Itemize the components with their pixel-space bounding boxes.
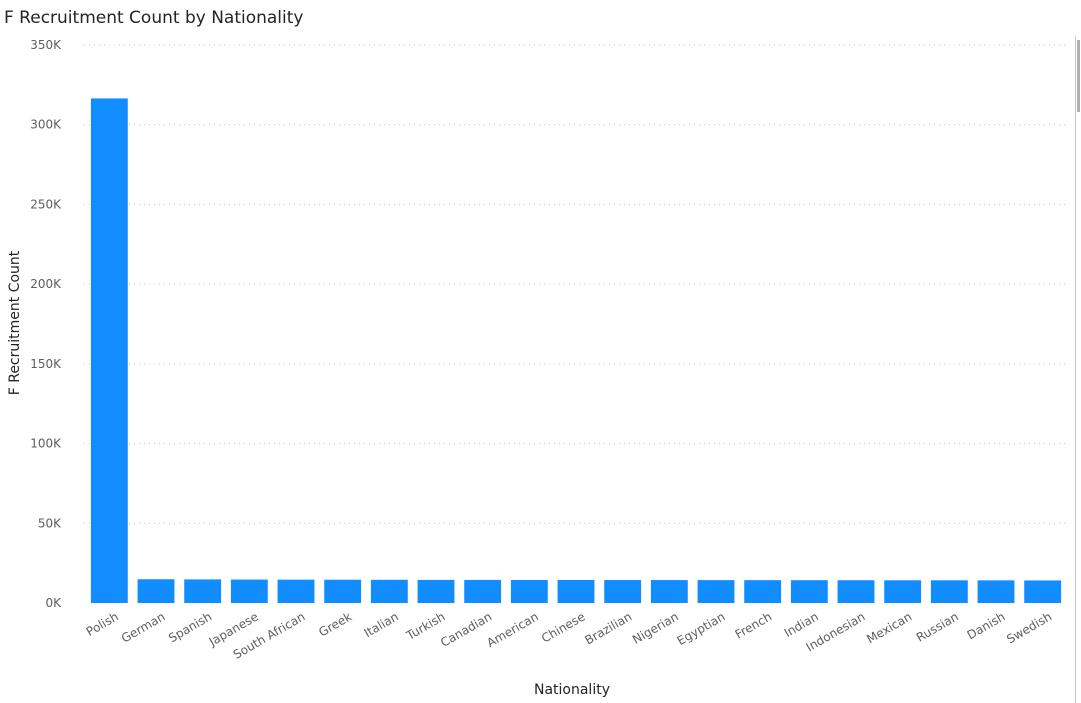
bar-canadian[interactable] [464, 579, 502, 603]
x-axis-title: Nationality [534, 682, 610, 698]
y-tick-label: 300K [30, 118, 62, 132]
x-tick-label: Swedish [1004, 609, 1054, 646]
bar-egyptian[interactable] [697, 580, 735, 603]
scrollbar-divider [1075, 36, 1076, 703]
bar-danish[interactable] [977, 580, 1015, 603]
bars [90, 98, 1062, 603]
x-tick-label: Mexican [864, 609, 914, 646]
scrollbar-thumb[interactable] [1077, 40, 1080, 112]
bar-brazilian[interactable] [604, 580, 642, 603]
x-tick-label: Chinese [539, 609, 588, 645]
x-tick-label: French [733, 609, 775, 641]
bar-japanese[interactable] [230, 579, 268, 603]
bar-swedish[interactable] [1024, 580, 1062, 603]
bar-chinese[interactable] [557, 580, 595, 603]
bar-indian[interactable] [790, 580, 828, 603]
x-tick-label: German [119, 609, 168, 645]
x-tick-label: American [484, 609, 540, 650]
x-tick-label: Russian [914, 609, 961, 644]
x-tick-label: Danish [965, 609, 1008, 642]
y-axis-ticks: 0K 50K 100K 150K 200K 250K 300K 350K [30, 38, 62, 610]
grid-lines [84, 44, 1068, 524]
bar-german[interactable] [137, 579, 175, 603]
y-tick-label: 100K [30, 437, 62, 451]
x-tick-label: Spanish [166, 609, 214, 645]
bar-mexican[interactable] [884, 580, 922, 603]
y-tick-label: 350K [30, 38, 62, 52]
y-axis-title: F Recruitment Count [7, 250, 23, 395]
bar-russian[interactable] [930, 580, 968, 603]
y-tick-label: 250K [30, 197, 62, 211]
bar-south-african[interactable] [277, 579, 315, 603]
bar-french[interactable] [744, 580, 782, 603]
chart-title: F Recruitment Count by Nationality [4, 8, 304, 28]
y-tick-label: 0K [45, 596, 62, 610]
bar-greek[interactable] [324, 579, 362, 603]
x-tick-label: Polish [84, 609, 121, 638]
bar-nigerian[interactable] [650, 580, 688, 603]
x-tick-label: Egyptian [675, 609, 728, 648]
bar-spanish[interactable] [184, 579, 222, 603]
y-tick-label: 200K [30, 277, 62, 291]
scrollbar-track[interactable] [1077, 36, 1081, 703]
x-tick-label: Canadian [438, 609, 494, 649]
x-tick-label: Nigerian [630, 609, 681, 646]
bar-turkish[interactable] [417, 579, 455, 603]
x-tick-label: Brazilian [582, 609, 634, 647]
bar-indonesian[interactable] [837, 580, 875, 603]
bar-polish[interactable] [90, 98, 128, 603]
y-tick-label: 150K [30, 357, 62, 371]
x-tick-label: Italian [362, 609, 401, 640]
x-tick-label: Greek [316, 609, 354, 639]
bar-american[interactable] [510, 579, 548, 603]
y-tick-label: 50K [38, 516, 62, 530]
bar-italian[interactable] [370, 579, 408, 603]
